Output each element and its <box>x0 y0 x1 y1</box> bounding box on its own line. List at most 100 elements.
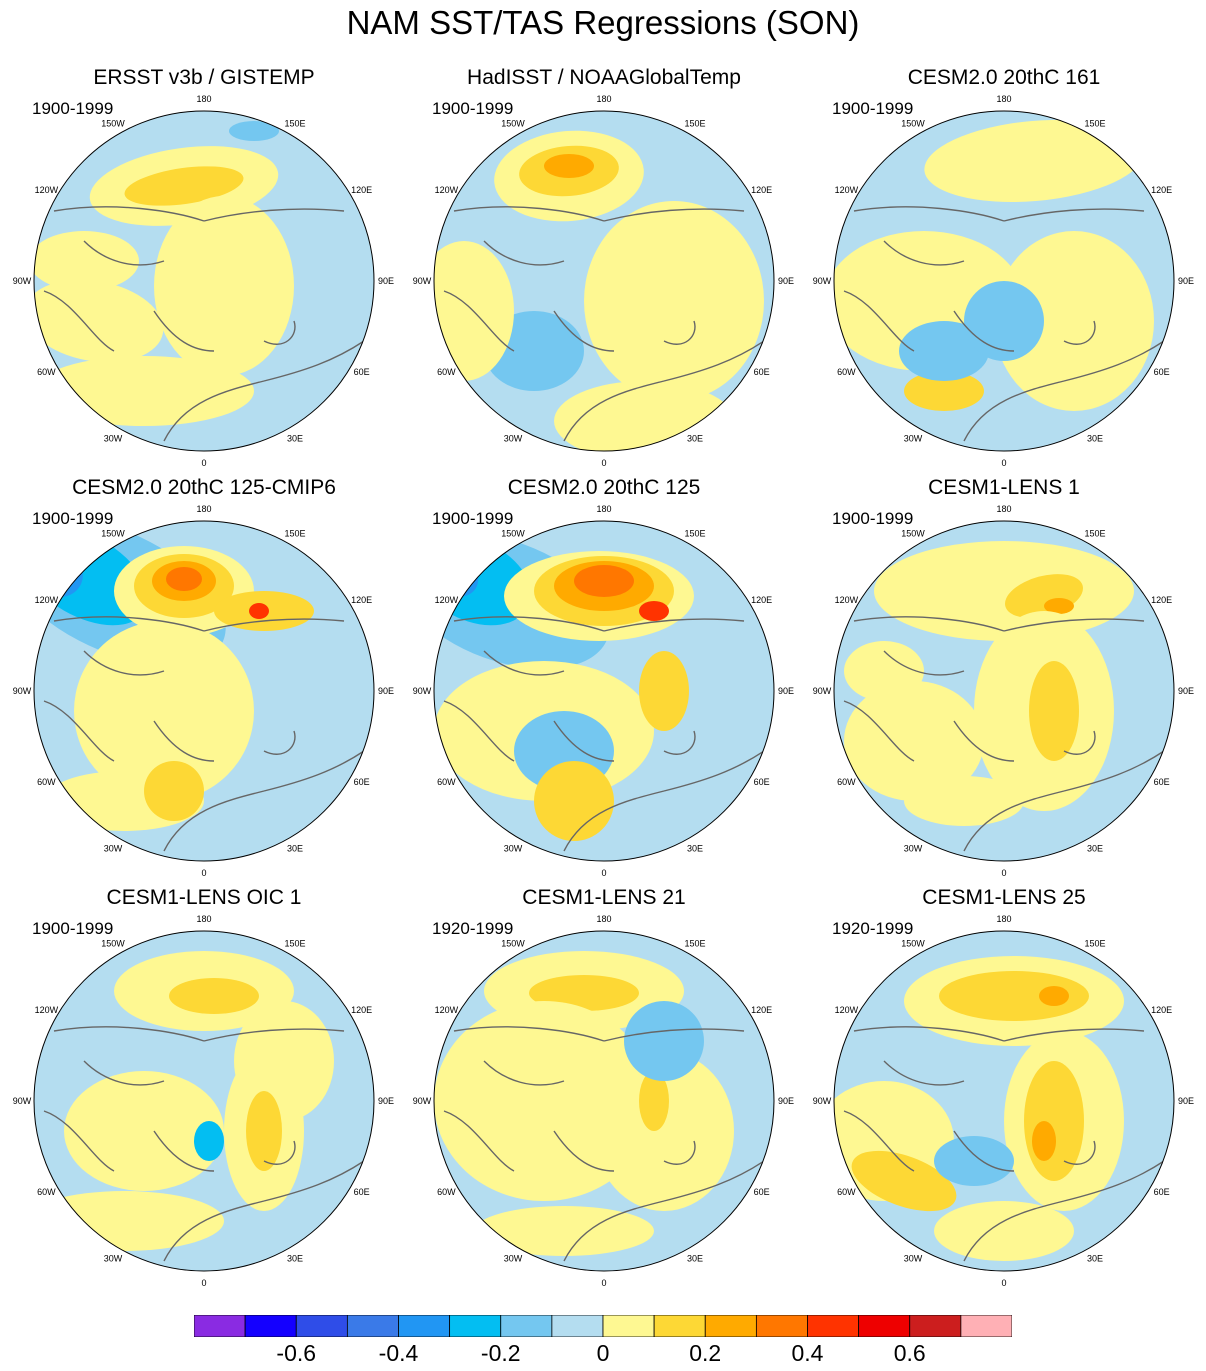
colorbar-swatch <box>244 1315 297 1337</box>
coastline <box>663 1160 765 1202</box>
regression-anomaly <box>64 1071 224 1191</box>
coastline <box>963 790 1065 852</box>
colorbar-swatch <box>909 1315 962 1337</box>
longitude-label: 60W <box>837 367 856 377</box>
map-panel: 180 150E 120E 90E 60E 30E 0 30W 60W 90W 120W 150W CE… <box>804 66 1204 476</box>
colorbar-tick-label: 0.4 <box>791 1340 824 1366</box>
regression-anomaly <box>924 120 1144 202</box>
panel-title: CESM2.0 20thC 125-CMIP6 <box>72 476 336 499</box>
longitude-label: 180 <box>996 914 1011 924</box>
coastline <box>163 1200 265 1262</box>
longitude-label: 60E <box>354 777 370 787</box>
longitude-label: 120E <box>351 185 372 195</box>
regression-anomaly <box>154 196 294 376</box>
regression-anomaly <box>534 761 614 841</box>
coastline <box>203 1028 345 1042</box>
period-label: 1920-1999 <box>432 919 514 938</box>
period-label: 1900-1999 <box>432 99 514 118</box>
regression-anomaly <box>639 651 689 731</box>
coastline <box>553 1130 615 1172</box>
map-boundary <box>433 520 775 862</box>
coastline <box>953 310 1015 352</box>
longitude-label: 120W <box>835 185 859 195</box>
coastline <box>83 1060 165 1086</box>
longitude-label: 90W <box>413 276 432 286</box>
longitude-label: 90E <box>778 686 794 696</box>
regression-anomaly <box>474 1206 654 1256</box>
regression-anomaly <box>544 154 594 178</box>
longitude-label: 150W <box>901 938 925 948</box>
coastline <box>1003 1028 1145 1042</box>
coastline <box>53 206 205 222</box>
coastline <box>443 290 515 352</box>
coastline <box>483 650 565 676</box>
coastline <box>853 616 1005 632</box>
longitude-label: 90E <box>1178 276 1194 286</box>
colorbar-swatch <box>551 1315 604 1337</box>
longitude-label: 60E <box>754 777 770 787</box>
regression-anomaly <box>639 601 669 621</box>
longitude-label: 150W <box>101 118 125 128</box>
regression-anomaly <box>229 121 279 141</box>
coastline <box>563 1200 665 1262</box>
longitude-label: 120W <box>835 1005 859 1015</box>
coastline <box>663 340 765 382</box>
coastline <box>843 1110 915 1172</box>
longitude-label: 90W <box>13 686 32 696</box>
coastline <box>1063 730 1096 755</box>
longitude-label: 60E <box>354 367 370 377</box>
longitude-label: 90W <box>413 1096 432 1106</box>
colorbar-swatch <box>398 1315 451 1337</box>
longitude-label: 30W <box>504 844 523 854</box>
longitude-label: 30E <box>687 844 703 854</box>
longitude-label: 120E <box>351 595 372 605</box>
period-label: 1920-1999 <box>832 919 914 938</box>
longitude-label: 0 <box>1001 868 1006 878</box>
polar-map: 180 150E 120E 90E 60E 30E 0 30W 60W 90W 120W 150W <box>13 504 394 878</box>
coastline <box>1063 750 1165 792</box>
longitude-label: 150W <box>501 528 525 538</box>
map-panel: 180 150E 120E 90E 60E 30E 0 30W 60W 90W 120W 150W CE… <box>4 886 404 1296</box>
coastline <box>663 750 765 792</box>
panel-title: CESM1-LENS 25 <box>922 886 1086 909</box>
regression-anomaly <box>434 241 514 381</box>
coastline <box>553 310 615 352</box>
longitude-label: 150E <box>284 118 305 128</box>
coastline <box>263 750 365 792</box>
longitude-label: 180 <box>196 94 211 104</box>
regression-anomaly <box>34 1191 224 1251</box>
longitude-label: 150E <box>1084 528 1105 538</box>
map-panel: 180 150E 120E 90E 60E 30E 0 30W 60W 90W 120W 150W ER… <box>4 66 404 476</box>
colorbar-swatch <box>755 1315 808 1337</box>
longitude-label: 30W <box>104 434 123 444</box>
longitude-label: 90E <box>378 276 394 286</box>
coastline <box>1003 618 1145 632</box>
colorbar-swatch <box>807 1315 860 1337</box>
longitude-label: 120E <box>351 1005 372 1015</box>
regression-anomaly <box>169 978 259 1014</box>
period-label: 1900-1999 <box>832 509 914 528</box>
colorbar-swatch <box>960 1315 1012 1337</box>
panel-title: HadISST / NOAAGlobalTemp <box>467 66 741 89</box>
colorbar-swatch <box>194 1315 246 1337</box>
regression-anomaly <box>194 1121 224 1161</box>
polar-map: 180 150E 120E 90E 60E 30E 0 30W 60W 90W 120W 150W <box>813 504 1194 878</box>
longitude-label: 30W <box>904 1254 923 1264</box>
longitude-label: 90E <box>1178 686 1194 696</box>
regression-anomaly <box>34 279 164 363</box>
coastline <box>453 206 605 222</box>
coastline <box>883 650 965 676</box>
longitude-label: 90W <box>813 276 832 286</box>
longitude-label: 60E <box>1154 777 1170 787</box>
longitude-label: 180 <box>596 504 611 514</box>
coastline <box>663 320 696 345</box>
longitude-label: 60E <box>354 1187 370 1197</box>
colorbar-swatch <box>449 1315 502 1337</box>
longitude-label: 120W <box>435 185 459 195</box>
map-panel: 180 150E 120E 90E 60E 30E 0 30W 60W 90W 120W 150W CE… <box>404 476 804 886</box>
coastline <box>203 208 345 222</box>
regression-anomaly <box>904 371 984 411</box>
longitude-label: 60W <box>437 367 456 377</box>
colorbar-tick-label: 0.6 <box>893 1340 926 1366</box>
longitude-label: 90W <box>13 276 32 286</box>
